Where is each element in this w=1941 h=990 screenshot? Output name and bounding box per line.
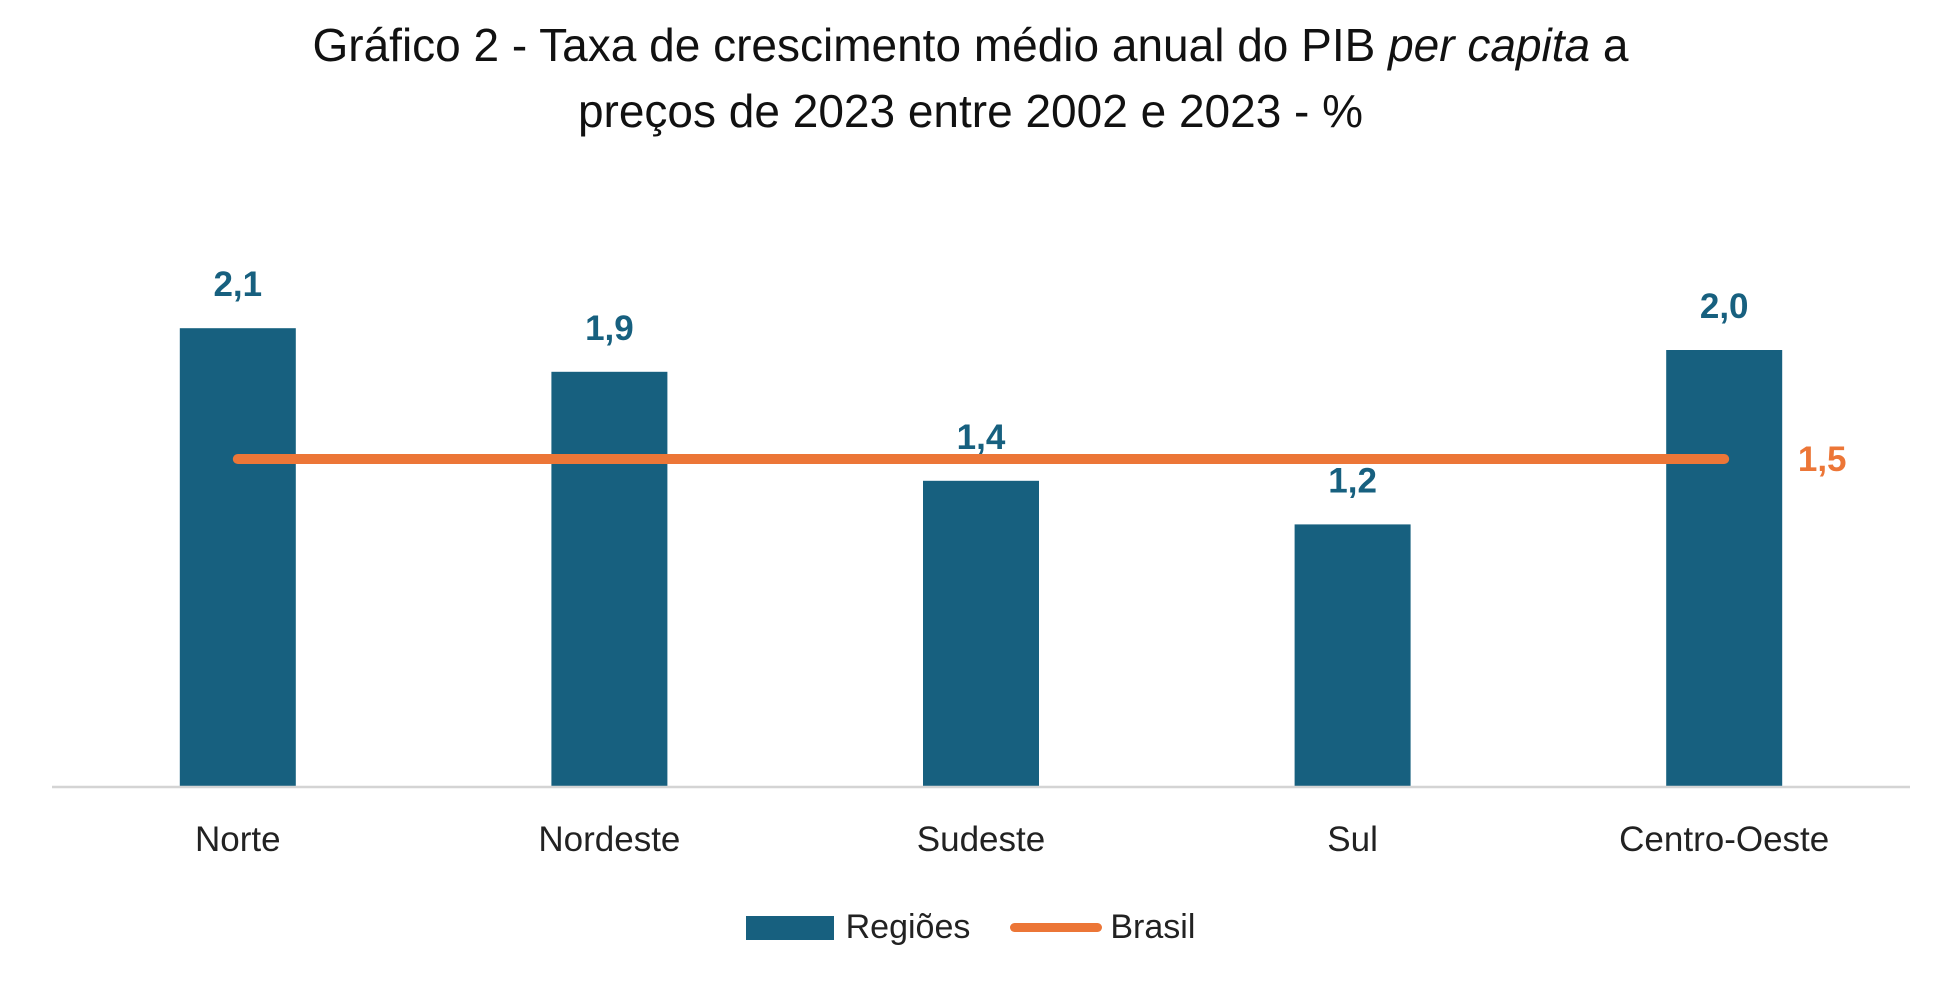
bar-centro-oeste [1666, 350, 1783, 786]
legend-swatch-bar [745, 915, 834, 940]
chart-legend: Regiões Brasil [0, 908, 1941, 947]
title-italic-term: per capita [1388, 19, 1591, 71]
bar-value-label: 1,2 [1328, 461, 1377, 500]
brasil-value-label: 1,5 [1798, 440, 1847, 479]
bar-sul [1294, 524, 1411, 786]
bar-nordeste [551, 371, 668, 786]
bar-value-label: 2,1 [213, 265, 262, 304]
legend-label-brasil: Brasil [1110, 908, 1196, 946]
legend-swatch-line [1010, 923, 1103, 932]
title-line-1: Gráfico 2 - Taxa de crescimento médio an… [312, 19, 1629, 71]
legend-label-regioes: Regiões [845, 908, 971, 946]
bar-value-label: 1,9 [585, 309, 634, 348]
chart-title: Gráfico 2 - Taxa de crescimento médio an… [0, 12, 1941, 144]
category-label-centro-oeste: Centro-Oeste [1619, 820, 1829, 859]
title-line-2: preços de 2023 entre 2002 e 2023 - % [577, 85, 1364, 137]
category-label-sudeste: Sudeste [917, 820, 1045, 859]
bar-value-label: 1,4 [957, 418, 1006, 457]
legend-item-brasil: Brasil [1010, 908, 1195, 947]
category-label-sul: Sul [1327, 820, 1378, 859]
category-label-norte: Norte [195, 820, 281, 859]
bar-value-label: 2,0 [1700, 287, 1749, 326]
category-label-nordeste: Nordeste [538, 820, 680, 859]
legend-item-regioes: Regiões [745, 908, 971, 947]
bar-sudeste [923, 480, 1039, 786]
bar-norte [179, 328, 296, 786]
